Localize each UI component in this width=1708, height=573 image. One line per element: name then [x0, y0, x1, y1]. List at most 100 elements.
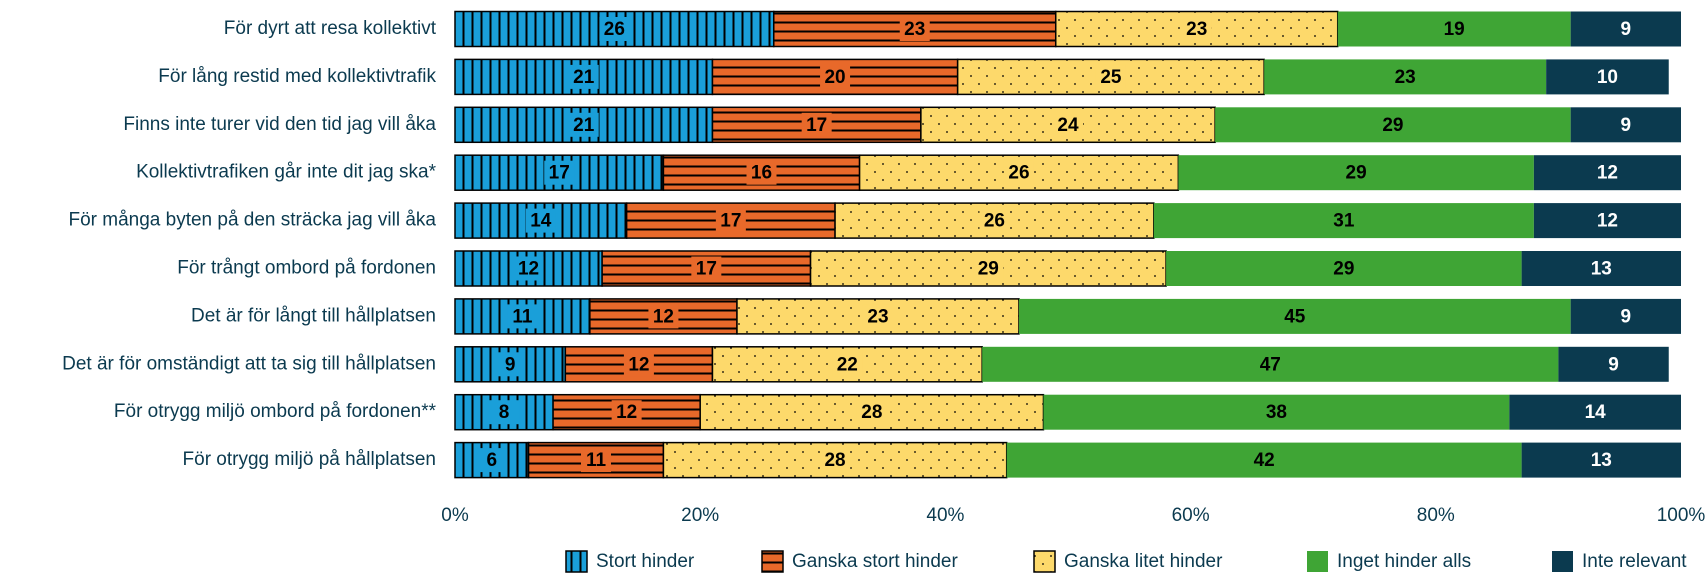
value-label-bg: [820, 448, 851, 473]
category-label: Finns inte turer vid den tid jag vill åk…: [123, 114, 436, 135]
value-label: 9: [1608, 354, 1619, 375]
value-label: 13: [1591, 259, 1612, 280]
value-label-bg: [476, 448, 507, 473]
value-label-bg: [979, 208, 1010, 233]
bar-segment: [1509, 394, 1681, 430]
value-label: 31: [1333, 211, 1355, 232]
legend-item: Stort hinder: [565, 550, 695, 573]
bar-segment: [1521, 251, 1681, 286]
bar-segment: [1043, 394, 1510, 430]
value-label: 28: [861, 402, 882, 423]
value-label: 8: [499, 402, 510, 423]
value-label: 29: [978, 259, 999, 280]
value-label: 23: [904, 19, 925, 40]
bar-segment: [1006, 442, 1522, 478]
bar-segment: [982, 346, 1559, 382]
value-label: 29: [1333, 259, 1354, 280]
value-label: 26: [1008, 163, 1029, 184]
value-label: 29: [1382, 115, 1403, 136]
bar-segment: [1264, 59, 1547, 95]
value-label: 17: [720, 211, 741, 232]
value-label: 16: [751, 163, 772, 184]
x-tick-label: 40%: [926, 505, 964, 526]
legend-swatch: [1552, 551, 1573, 572]
x-tick-label: 0%: [441, 505, 469, 526]
value-label: 21: [573, 115, 595, 136]
legend-label: Inte relevant: [1582, 551, 1687, 572]
value-label-bg: [1053, 112, 1083, 137]
value-label-bg: [801, 112, 832, 137]
x-tick-label: 100%: [1657, 505, 1706, 526]
value-label-bg: [489, 400, 520, 425]
value-label-bg: [691, 256, 722, 281]
value-label-bg: [544, 160, 575, 185]
value-label: 12: [518, 259, 539, 280]
value-label: 24: [1057, 115, 1079, 136]
value-label-bg: [715, 208, 746, 233]
bar-segment: [1153, 203, 1534, 239]
bar-segment: [1178, 155, 1534, 191]
value-label: 6: [486, 450, 497, 471]
category-label: Det är för långt till hållplatsen: [191, 305, 436, 326]
legend-label: Stort hinder: [596, 551, 695, 572]
value-label: 23: [867, 306, 888, 327]
legend-swatch: [565, 550, 588, 573]
value-label: 12: [653, 306, 674, 327]
bar-segment: [1533, 203, 1681, 239]
value-label: 9: [1621, 19, 1632, 40]
value-label-bg: [856, 400, 887, 425]
legend-item: Inte relevant: [1552, 551, 1687, 572]
value-label-bg: [611, 400, 642, 425]
value-label: 28: [824, 450, 845, 471]
value-label-bg: [1095, 64, 1126, 89]
legend-swatch: [761, 550, 784, 573]
value-label-bg: [599, 17, 630, 41]
value-label: 12: [1597, 211, 1618, 232]
value-label-bg: [568, 64, 599, 89]
value-label-bg: [580, 448, 611, 473]
x-tick-label: 20%: [681, 505, 719, 526]
value-label: 21: [573, 67, 595, 88]
legend-item: Ganska stort hinder: [761, 550, 958, 573]
category-label: För dyrt att resa kollektivt: [224, 18, 437, 39]
category-label: För otrygg miljö på hållplatsen: [183, 449, 436, 470]
bar-segment: [1521, 442, 1681, 478]
value-label-bg: [495, 352, 526, 377]
value-label: 14: [530, 211, 552, 232]
value-label-bg: [746, 160, 777, 185]
value-label: 9: [1621, 115, 1632, 136]
legend-item: Ganska litet hinder: [1033, 550, 1223, 573]
category-label: Kollektivtrafiken går inte dit jag ska*: [136, 162, 437, 183]
bar-segment: [1166, 251, 1522, 286]
bar-segment: [1018, 298, 1571, 334]
value-label: 45: [1284, 306, 1306, 327]
bar-segment: [1533, 155, 1681, 191]
value-label-bg: [568, 112, 599, 137]
value-label: 26: [984, 211, 1005, 232]
bar-segment: [1215, 107, 1571, 143]
value-label: 9: [1621, 306, 1632, 327]
value-label: 17: [696, 259, 717, 280]
value-label: 12: [616, 402, 637, 423]
bar-segment: [1570, 298, 1681, 334]
value-label: 23: [1395, 67, 1416, 88]
category-label: För många byten på den sträcka jag vill …: [68, 210, 436, 231]
legend-swatch: [1307, 551, 1328, 572]
value-label: 47: [1260, 354, 1281, 375]
value-label-bg: [1181, 17, 1212, 41]
value-label: 14: [1585, 402, 1607, 423]
category-label: För otrygg miljö ombord på fordonen**: [114, 401, 437, 422]
value-label: 23: [1186, 19, 1207, 40]
bar-segment: [1546, 59, 1669, 95]
value-label-bg: [1003, 160, 1034, 185]
value-label: 42: [1254, 450, 1275, 471]
legend-label: Ganska stort hinder: [792, 551, 958, 572]
value-label: 17: [806, 115, 827, 136]
value-label-bg: [899, 17, 930, 41]
x-tick-label: 60%: [1172, 505, 1210, 526]
value-label: 10: [1597, 67, 1618, 88]
bar-segment: [1570, 11, 1681, 47]
value-label-bg: [623, 352, 654, 377]
value-label: 13: [1591, 450, 1612, 471]
